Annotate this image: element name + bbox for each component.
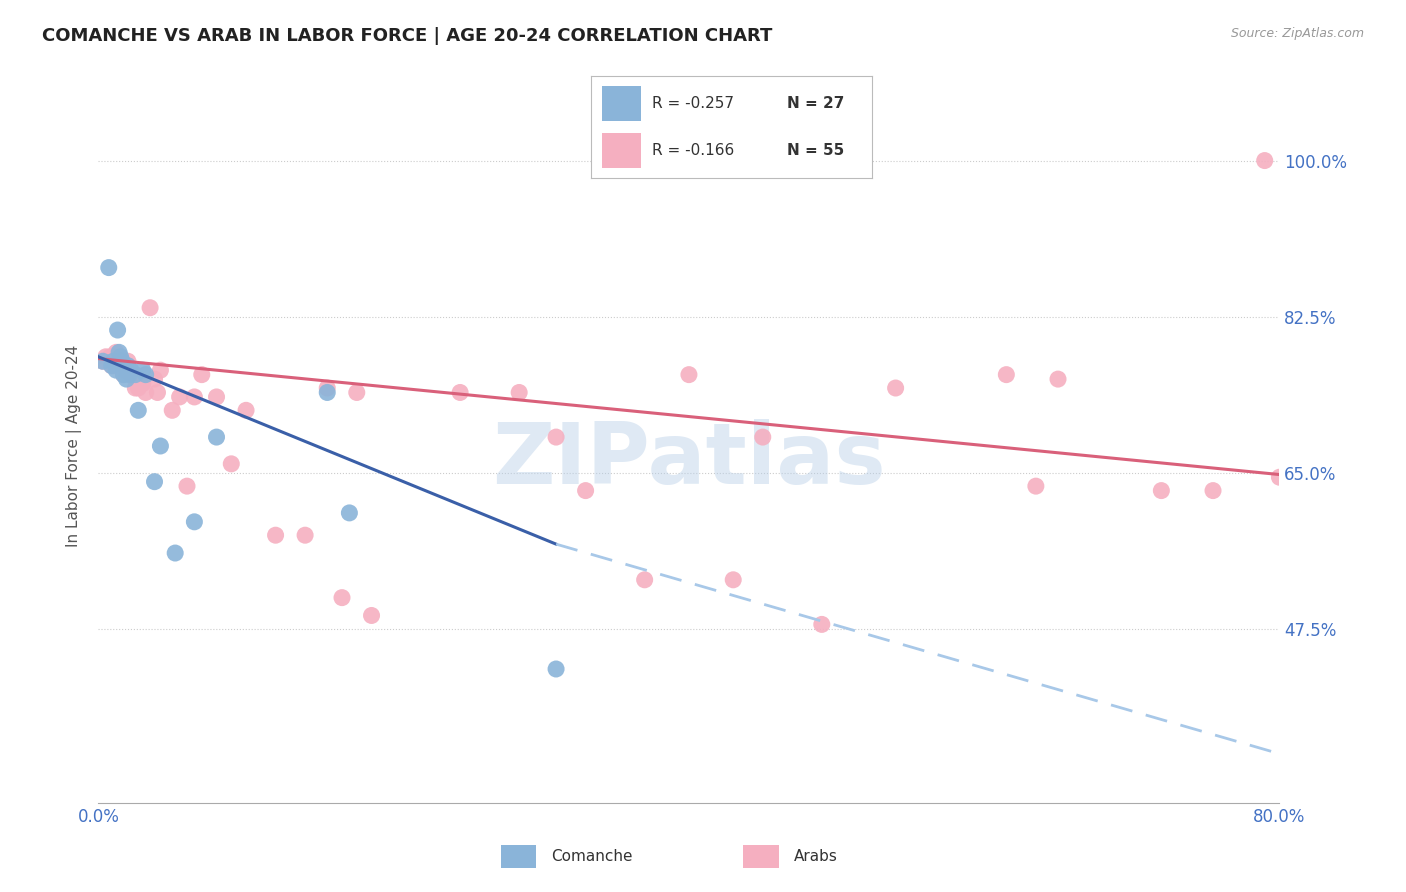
Point: [346, 385, 368, 400]
Point: [107, 323, 129, 337]
Point: [219, 457, 242, 471]
Point: [1202, 483, 1225, 498]
Point: [294, 528, 316, 542]
Point: [135, 385, 157, 400]
Point: [127, 403, 149, 417]
Point: [165, 546, 187, 560]
Point: [176, 479, 198, 493]
Point: [100, 359, 122, 373]
Point: [105, 345, 128, 359]
Point: [120, 368, 142, 382]
Point: [114, 359, 136, 373]
Point: [678, 368, 700, 382]
Point: [121, 368, 143, 382]
Point: [107, 354, 129, 368]
Point: [114, 363, 136, 377]
Point: [104, 359, 127, 373]
Point: [183, 390, 205, 404]
Point: [810, 617, 832, 632]
Point: [127, 381, 149, 395]
Point: [1025, 479, 1047, 493]
Point: [235, 403, 257, 417]
Point: [139, 301, 162, 315]
Point: [574, 483, 596, 498]
Point: [995, 368, 1018, 382]
Text: Source: ZipAtlas.com: Source: ZipAtlas.com: [1230, 27, 1364, 40]
Point: [162, 403, 183, 417]
Point: [105, 363, 128, 377]
Text: R = -0.257: R = -0.257: [652, 96, 734, 111]
Bar: [602, 87, 641, 121]
Point: [128, 372, 150, 386]
Point: [135, 368, 157, 382]
Point: [1046, 372, 1069, 386]
Point: [149, 439, 172, 453]
Bar: [501, 845, 536, 869]
Point: [146, 385, 169, 400]
Point: [751, 430, 773, 444]
Text: COMANCHE VS ARAB IN LABOR FORCE | AGE 20-24 CORRELATION CHART: COMANCHE VS ARAB IN LABOR FORCE | AGE 20…: [42, 27, 772, 45]
Point: [132, 376, 155, 391]
Point: [884, 381, 907, 395]
Point: [110, 354, 132, 368]
Point: [91, 354, 114, 368]
Text: Comanche: Comanche: [551, 848, 633, 863]
Text: Arabs: Arabs: [794, 848, 838, 863]
Point: [330, 591, 353, 605]
Text: N = 55: N = 55: [787, 144, 845, 158]
Point: [205, 390, 228, 404]
Point: [149, 363, 172, 377]
Point: [97, 260, 120, 275]
Point: [316, 381, 339, 395]
Point: [205, 430, 228, 444]
Bar: [602, 133, 641, 168]
Text: ZIPatlas: ZIPatlas: [492, 418, 886, 502]
Point: [118, 368, 141, 382]
Point: [98, 350, 121, 364]
Point: [115, 372, 138, 386]
Y-axis label: In Labor Force | Age 20-24: In Labor Force | Age 20-24: [66, 345, 83, 547]
Point: [100, 359, 122, 373]
Point: [316, 385, 339, 400]
Point: [143, 372, 166, 386]
Point: [117, 354, 139, 368]
Point: [191, 368, 214, 382]
Point: [1150, 483, 1173, 498]
Text: R = -0.166: R = -0.166: [652, 144, 734, 158]
Text: N = 27: N = 27: [787, 96, 845, 111]
Point: [94, 350, 117, 364]
Point: [108, 345, 131, 359]
Point: [449, 385, 471, 400]
Bar: [744, 845, 779, 869]
Point: [143, 475, 166, 489]
Point: [132, 363, 155, 377]
Point: [264, 528, 287, 542]
Point: [339, 506, 360, 520]
Point: [360, 608, 382, 623]
Point: [124, 368, 146, 382]
Point: [1268, 470, 1291, 484]
Point: [111, 354, 134, 368]
Point: [91, 354, 114, 368]
Point: [103, 350, 125, 364]
Point: [508, 385, 530, 400]
Point: [112, 368, 135, 382]
Point: [1254, 153, 1277, 168]
Point: [124, 381, 146, 395]
Point: [183, 515, 205, 529]
Point: [723, 573, 745, 587]
Point: [633, 573, 655, 587]
Point: [111, 354, 134, 368]
Point: [117, 359, 139, 373]
Point: [546, 662, 568, 676]
Point: [120, 363, 142, 377]
Point: [546, 430, 568, 444]
Point: [169, 390, 191, 404]
Point: [103, 354, 125, 368]
Point: [112, 368, 135, 382]
Point: [110, 350, 132, 364]
